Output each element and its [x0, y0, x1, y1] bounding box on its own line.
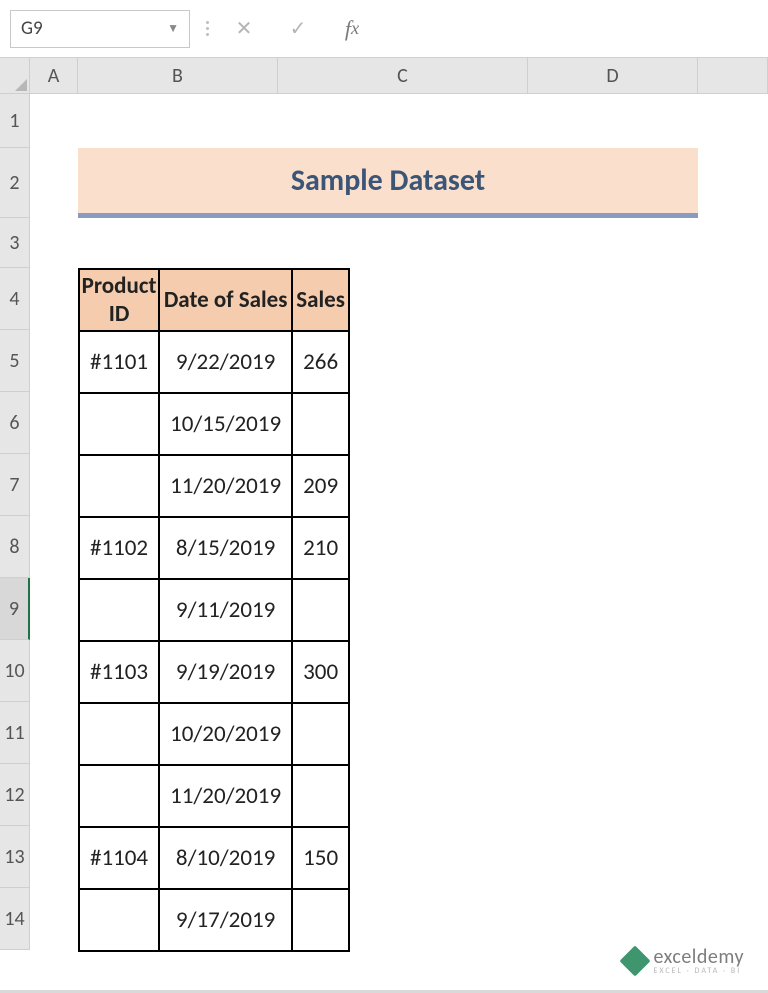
row-header-14[interactable]: 14: [0, 888, 30, 950]
row-header-11[interactable]: 11: [0, 702, 30, 764]
row-header-13[interactable]: 13: [0, 826, 30, 888]
table-cell[interactable]: [292, 889, 349, 951]
table-cell[interactable]: 9/17/2019: [159, 889, 292, 951]
column-headers: ABCD: [30, 58, 768, 94]
row-header-7[interactable]: 7: [0, 454, 30, 516]
table-cell[interactable]: 210: [292, 517, 349, 579]
table-row: #11028/15/2019210: [79, 517, 349, 579]
watermark: exceldemy EXCEL · DATA · BI: [624, 947, 744, 975]
table-header[interactable]: Date of Sales: [159, 269, 292, 331]
table-cell[interactable]: 8/15/2019: [159, 517, 292, 579]
table-cell[interactable]: [79, 393, 159, 455]
table-cell[interactable]: [79, 703, 159, 765]
column-header-C[interactable]: C: [278, 58, 528, 94]
table-cell[interactable]: 266: [292, 331, 349, 393]
row-header-12[interactable]: 12: [0, 764, 30, 826]
table-header[interactable]: Product ID: [79, 269, 159, 331]
name-box-dropdown-icon[interactable]: ▼: [167, 21, 179, 36]
table-cell[interactable]: [292, 579, 349, 641]
table-cell[interactable]: 9/11/2019: [159, 579, 292, 641]
table-row: #11048/10/2019150: [79, 827, 349, 889]
table-cell[interactable]: [79, 579, 159, 641]
column-header-D[interactable]: D: [528, 58, 698, 94]
table-row: #11039/19/2019300: [79, 641, 349, 703]
row-header-6[interactable]: 6: [0, 392, 30, 454]
row-headers: 1234567891011121314: [0, 94, 30, 950]
table-cell[interactable]: [79, 765, 159, 827]
table-row: 11/20/2019: [79, 765, 349, 827]
table-cell[interactable]: 11/20/2019: [159, 765, 292, 827]
row-header-10[interactable]: 10: [0, 640, 30, 702]
table-cell[interactable]: 8/10/2019: [159, 827, 292, 889]
title-text: Sample Dataset: [291, 162, 485, 199]
table-cell[interactable]: [292, 393, 349, 455]
data-table: Product IDDate of SalesSales#11019/22/20…: [78, 268, 350, 952]
row-header-5[interactable]: 5: [0, 330, 30, 392]
watermark-main: exceldemy: [654, 947, 744, 967]
column-header-empty: [698, 58, 768, 94]
row-header-4[interactable]: 4: [0, 268, 30, 330]
table-row: 9/11/2019: [79, 579, 349, 641]
row-header-9[interactable]: 9: [0, 578, 30, 640]
row-header-2[interactable]: 2: [0, 148, 30, 218]
table-cell[interactable]: #1102: [79, 517, 159, 579]
column-header-A[interactable]: A: [30, 58, 78, 94]
table-cell[interactable]: 9/19/2019: [159, 641, 292, 703]
fx-icon[interactable]: fx: [332, 12, 372, 46]
table-cell[interactable]: [292, 703, 349, 765]
cell-reference: G9: [21, 17, 43, 40]
table-cell[interactable]: 150: [292, 827, 349, 889]
enter-icon: ✓: [278, 12, 318, 46]
select-all-corner[interactable]: [0, 58, 30, 94]
row-header-8[interactable]: 8: [0, 516, 30, 578]
row-header-3[interactable]: 3: [0, 218, 30, 268]
watermark-icon: [619, 945, 650, 976]
row-header-1[interactable]: 1: [0, 94, 30, 148]
title-banner: Sample Dataset: [78, 148, 698, 218]
column-header-B[interactable]: B: [78, 58, 278, 94]
table-cell[interactable]: 209: [292, 455, 349, 517]
table-cell[interactable]: 10/15/2019: [159, 393, 292, 455]
table-cell[interactable]: [292, 765, 349, 827]
table-cell[interactable]: [79, 889, 159, 951]
formula-input[interactable]: [386, 11, 758, 47]
table-cell[interactable]: 300: [292, 641, 349, 703]
table-cell[interactable]: 10/20/2019: [159, 703, 292, 765]
table-cell[interactable]: 9/22/2019: [159, 331, 292, 393]
table-row: 10/15/2019: [79, 393, 349, 455]
table-header[interactable]: Sales: [292, 269, 349, 331]
watermark-sub: EXCEL · DATA · BI: [654, 967, 744, 975]
name-box[interactable]: G9 ▼: [10, 10, 190, 48]
table-cell[interactable]: [79, 455, 159, 517]
cancel-icon: ✕: [224, 12, 264, 46]
table-cell[interactable]: #1101: [79, 331, 159, 393]
table-cell[interactable]: 11/20/2019: [159, 455, 292, 517]
table-row: #11019/22/2019266: [79, 331, 349, 393]
table-row: 11/20/2019209: [79, 455, 349, 517]
table-row: 9/17/2019: [79, 889, 349, 951]
table-cell[interactable]: #1104: [79, 827, 159, 889]
table-row: 10/20/2019: [79, 703, 349, 765]
table-cell[interactable]: #1103: [79, 641, 159, 703]
formula-bar-divider: [204, 21, 210, 36]
formula-bar: G9 ▼ ✕ ✓ fx: [0, 0, 768, 58]
